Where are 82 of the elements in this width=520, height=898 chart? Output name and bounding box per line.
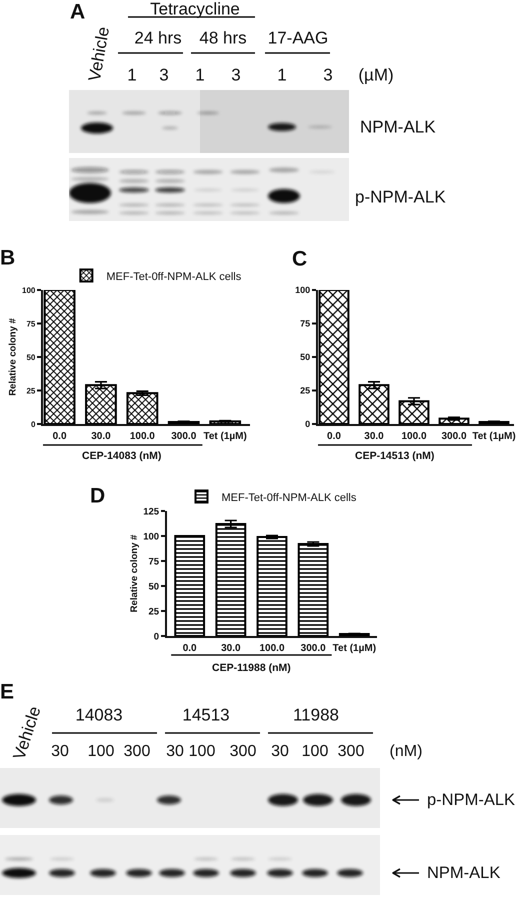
- x-tick-label: 300.0: [300, 643, 326, 654]
- y-tick-label: 100: [295, 285, 310, 296]
- bar: [174, 535, 206, 636]
- y-tick-label: 0: [305, 419, 310, 430]
- x-axis-title: CEP-11988 (nM): [212, 662, 291, 674]
- text: 30: [166, 743, 184, 760]
- bar: [256, 536, 288, 636]
- bar: [358, 384, 390, 424]
- text: 1: [277, 66, 287, 84]
- x-tick-label: 30.0: [221, 643, 241, 654]
- x-tick-label: Tet (1µM): [472, 431, 516, 442]
- chart-title: D: [90, 484, 106, 508]
- x-tick-label: 300.0: [441, 431, 467, 442]
- y-tick-label: 25: [26, 386, 36, 396]
- text: 3: [159, 66, 169, 84]
- text: 3: [323, 66, 333, 84]
- text: 300: [230, 743, 256, 760]
- y-tick-label: 0: [30, 420, 36, 429]
- text: 30: [51, 743, 69, 760]
- bar: [298, 543, 329, 636]
- bar: [215, 523, 246, 636]
- bar: [398, 400, 430, 424]
- text: 100: [88, 743, 114, 760]
- text: 48 hrs: [199, 28, 247, 48]
- text: (µM): [358, 66, 394, 84]
- y-tick-label: 100: [22, 286, 36, 295]
- y-tick-label: 75: [300, 318, 310, 329]
- text: p-NPM-ALK: [427, 790, 516, 809]
- x-tick-label: 0.0: [327, 431, 342, 442]
- text: 17-AAG: [268, 28, 328, 48]
- text: 1: [127, 66, 137, 84]
- y-tick-label: 25: [148, 606, 160, 618]
- text: p-NPM-ALK: [355, 188, 446, 206]
- x-axis-title: CEP-14513 (nM): [355, 450, 434, 462]
- text: E: [0, 680, 14, 704]
- text: 3: [231, 66, 241, 84]
- y-tick-label: 50: [26, 352, 36, 362]
- x-tick-label: 0.0: [52, 431, 67, 442]
- text: 14513: [182, 706, 230, 724]
- series-label: MEF-Tet-0ff-NPM-ALK cells: [222, 492, 357, 504]
- text: 11988: [292, 706, 340, 724]
- x-tick-label: 30.0: [91, 431, 112, 442]
- bar: [318, 290, 350, 424]
- x-tick-label: 30.0: [364, 431, 384, 442]
- text: 24 hrs: [134, 28, 182, 48]
- chart-title: B: [0, 246, 16, 270]
- bar: [44, 290, 76, 424]
- y-tick-label: 100: [143, 531, 160, 542]
- text: MEF-Tet-0ff-NPM-ALK cells: [106, 270, 242, 283]
- y-tick-label: 75: [26, 319, 36, 328]
- x-tick-label: 100.0: [130, 431, 156, 442]
- y-tick-label: 25: [300, 386, 310, 396]
- y-tick-label: 75: [148, 556, 160, 568]
- bar: [126, 392, 158, 424]
- bar: [85, 384, 117, 424]
- text: 1: [195, 66, 205, 84]
- chart-title: C: [292, 247, 308, 270]
- y-tick-label: 0: [154, 631, 160, 642]
- text: 30: [271, 743, 289, 760]
- x-tick-label: 0.0: [182, 643, 198, 654]
- y-axis-title: Relative colony #: [128, 534, 140, 612]
- x-axis-title: CEP-14083 (nM): [82, 450, 162, 462]
- x-tick-label: Tet (1µM): [203, 431, 247, 442]
- x-tick-label: 300.0: [171, 431, 197, 442]
- text: 100: [188, 743, 216, 760]
- text: Vehicle: [9, 704, 45, 762]
- text: 300: [124, 743, 150, 760]
- y-tick-label: 50: [148, 581, 160, 592]
- text: A: [70, 0, 86, 24]
- y-axis-title: Relative colony #: [8, 317, 19, 396]
- text: NPM-ALK: [360, 118, 436, 136]
- text: 300: [338, 743, 364, 760]
- text: 14083: [75, 706, 123, 724]
- x-tick-label: 100.0: [259, 643, 285, 654]
- x-tick-label: Tet (1µM): [332, 643, 376, 654]
- text: NPM-ALK: [427, 864, 500, 882]
- text: Tetracycline: [150, 0, 240, 18]
- y-tick-label: 50: [300, 352, 310, 362]
- y-tick-label: 125: [143, 506, 160, 518]
- text: (nM): [390, 743, 422, 760]
- text: Vehicle: [84, 25, 114, 83]
- x-tick-label: 100.0: [401, 431, 427, 442]
